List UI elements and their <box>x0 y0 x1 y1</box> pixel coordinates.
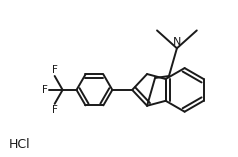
Text: N: N <box>173 37 181 47</box>
Text: HCl: HCl <box>9 138 30 151</box>
Text: F: F <box>42 85 48 95</box>
Text: F: F <box>52 65 58 75</box>
Text: F: F <box>52 105 58 115</box>
